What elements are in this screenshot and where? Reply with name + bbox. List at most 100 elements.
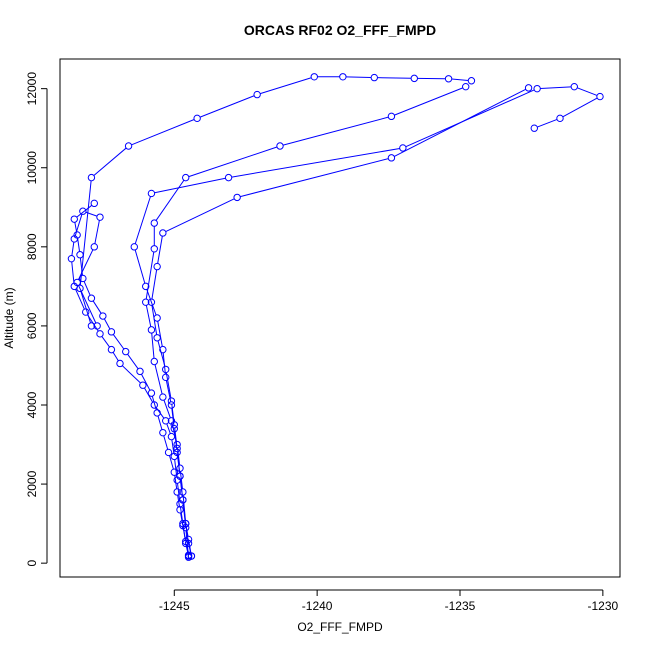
data-point	[97, 214, 103, 220]
series-5	[71, 200, 192, 558]
data-point	[571, 83, 577, 89]
series-segment	[155, 178, 226, 193]
data-point	[151, 358, 157, 364]
y-axis-label: Altitude (m)	[2, 287, 16, 348]
series-segment	[79, 250, 93, 280]
data-point	[117, 360, 123, 366]
data-point	[254, 91, 260, 97]
series-segment	[128, 354, 139, 369]
data-point	[388, 155, 394, 161]
series-segment	[72, 262, 74, 283]
series-segment	[164, 436, 168, 450]
data-point	[597, 93, 603, 99]
series-segment	[166, 199, 235, 232]
series-segment	[540, 87, 571, 89]
data-point	[108, 329, 114, 335]
series-segment	[135, 250, 145, 283]
series-segment	[155, 365, 162, 394]
series-segment	[537, 119, 557, 127]
series-segment	[158, 416, 162, 430]
data-point	[91, 200, 97, 206]
data-point	[531, 125, 537, 131]
series-segment	[135, 196, 150, 243]
y-tick-label: 4000	[25, 391, 39, 418]
data-point	[83, 309, 89, 315]
series-segment	[158, 341, 165, 366]
data-point	[445, 76, 451, 82]
series-segment	[152, 270, 157, 299]
data-point	[194, 115, 200, 121]
series-segment	[577, 88, 597, 96]
y-tick-label: 8000	[25, 233, 39, 260]
series-segment	[94, 148, 126, 175]
y-tick-label: 12000	[25, 72, 39, 106]
series-segment	[132, 120, 195, 145]
series-segment	[240, 159, 388, 197]
data-point	[371, 74, 377, 80]
x-tick-label: -1245	[159, 599, 190, 613]
series-segment	[158, 236, 163, 263]
x-axis: -1245-1240-1235-1230	[159, 590, 619, 613]
data-point	[183, 174, 189, 180]
series-3	[131, 83, 603, 559]
series-segment	[283, 117, 388, 145]
data-point	[151, 246, 157, 252]
data-point	[557, 115, 563, 121]
series-segment	[146, 305, 150, 326]
x-tick-label: -1240	[302, 599, 333, 613]
series-segment	[113, 334, 124, 349]
data-point	[468, 78, 474, 84]
data-point	[165, 449, 171, 455]
series-segment	[77, 205, 92, 217]
series-segment	[95, 220, 100, 243]
data-point	[463, 83, 469, 89]
data-point	[148, 390, 154, 396]
series-segment	[78, 238, 80, 251]
data-point	[154, 315, 160, 321]
data-point	[80, 208, 86, 214]
series-segment	[189, 147, 277, 177]
data-point	[160, 230, 166, 236]
data-point	[131, 244, 137, 250]
series-segment	[113, 352, 118, 360]
series-segment	[563, 98, 597, 117]
data-point	[154, 410, 160, 416]
series-segment	[172, 440, 174, 453]
series-segment	[93, 301, 101, 313]
data-point	[108, 346, 114, 352]
data-point	[154, 335, 160, 341]
series-segment	[394, 89, 525, 156]
series-segment	[75, 222, 77, 232]
x-axis-label: O2_FFF_FMPD	[297, 620, 383, 634]
plot-frame	[60, 59, 620, 577]
data-point	[388, 113, 394, 119]
data-point	[400, 145, 406, 151]
data-point	[411, 75, 417, 81]
series-segment	[156, 180, 184, 220]
x-tick-label: -1230	[588, 599, 619, 613]
data-point	[77, 252, 83, 258]
data-point	[340, 74, 346, 80]
data-point	[154, 263, 160, 269]
data-point	[177, 465, 183, 471]
data-point	[91, 244, 97, 250]
data-point	[68, 255, 74, 261]
y-tick-label: 10000	[25, 151, 39, 185]
series-segment	[346, 77, 371, 78]
data-point	[160, 429, 166, 435]
data-point	[140, 382, 146, 388]
series-segment	[104, 319, 110, 329]
series-segment	[377, 78, 411, 79]
y-tick-label: 6000	[25, 312, 39, 339]
data-point	[137, 368, 143, 374]
series-segment	[260, 78, 311, 94]
series-segment	[72, 242, 74, 255]
data-point	[163, 366, 169, 372]
data-point	[160, 394, 166, 400]
data-point	[168, 398, 174, 404]
series-segment	[452, 79, 468, 80]
data-point	[277, 143, 283, 149]
series-segment	[394, 88, 462, 115]
